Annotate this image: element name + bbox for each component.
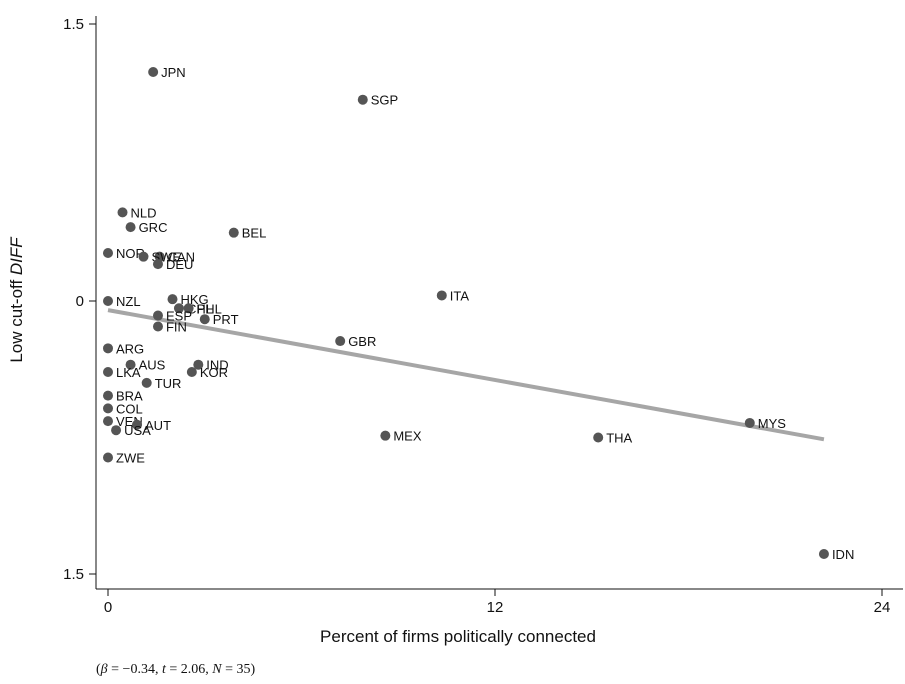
point-label-sgp: SGP [371,93,398,108]
point-label-usa: USA [124,423,151,438]
point-label-ita: ITA [450,288,470,303]
point-usa [111,425,122,436]
x-tick-label: 12 [487,599,504,616]
point-mex [380,430,391,441]
caption-n-value: 35 [236,662,251,677]
point-fin [152,321,163,332]
point-label-nzl: NZL [116,294,141,309]
caption-beta-symbol: β [100,662,108,677]
point-bel [228,227,239,238]
point-label-nor: NOR [116,246,145,261]
point-label-zwe: ZWE [116,451,145,466]
point-ven [103,416,113,427]
point-label-tur: TUR [155,376,182,391]
fit-line [107,308,825,442]
point-deu [152,259,163,270]
fit-line-layer [107,308,825,442]
point-esp [152,310,163,321]
x-tick-label: 0 [104,599,112,616]
point-phl [183,303,194,314]
point-label-jpn: JPN [161,65,186,80]
point-label-fin: FIN [166,319,187,334]
point-ita [436,290,447,301]
point-label-tha: THA [606,431,632,446]
y-axis-title-italic: DIFF [7,236,26,275]
point-label-mex: MEX [393,429,422,444]
point-label-aus: AUS [139,358,166,373]
point-hkg [167,294,178,305]
point-swe [138,251,149,262]
x-axis-title: Percent of firms politically connected [320,627,596,646]
point-label-chl: CHL [187,301,213,316]
y-axis-title-text: Low cut-off [7,275,26,363]
y-tick-label: 1.5 [63,566,84,583]
y-tick-label: 1.5 [63,16,84,33]
point-prt [199,314,210,325]
point-aus [125,359,136,370]
point-label-deu: DEU [166,257,193,272]
caption-beta-value: 0.34 [130,662,155,677]
point-lka [103,366,113,377]
axes-frame [95,16,903,590]
point-label-idn: IDN [832,547,854,562]
ticks-layer: 0 12 24 1.5 0 1.5 [63,16,890,616]
point-label-bel: BEL [242,226,267,241]
regression-caption: (β = −0.34, t = 2.06, N = 35) [96,662,256,677]
point-tur [141,377,152,388]
point-label-aut: AUT [145,418,171,433]
caption-t-symbol: t [161,662,166,677]
point-mys [744,417,755,428]
point-kor [186,366,197,377]
point-label-lka: LKA [116,365,141,380]
point-nld [117,207,128,218]
caption-t-value: 2.06 [180,662,206,677]
point-label-can: CAN [168,250,195,265]
point-label-mys: MYS [758,416,787,431]
point-label-ind: IND [206,358,228,373]
point-chl [173,303,184,314]
point-grc [125,222,136,233]
point-label-gbr: GBR [348,334,376,349]
point-jpn [148,67,159,78]
point-label-esp: ESP [166,309,192,324]
point-col [103,403,113,414]
caption-n-symbol: N [212,662,222,677]
point-bra [103,390,113,401]
point-tha [593,432,604,443]
point-idn [818,548,829,559]
point-aut [132,419,143,430]
point-ind [193,359,204,370]
point-label-prt: PRT [213,312,239,327]
point-gbr [335,336,346,347]
point-label-nld: NLD [131,205,157,220]
point-label-bra: BRA [116,389,143,404]
point-zwe [103,452,113,463]
point-label-arg: ARG [116,341,144,356]
point-label-grc: GRC [139,220,168,235]
point-label-col: COL [116,401,143,416]
point-nzl [103,296,113,306]
y-axis-title: Low cut-off DIFF [7,236,26,363]
y-tick-label: 0 [76,293,84,310]
point-label-phl: PHL [197,301,222,316]
x-tick-label: 24 [874,599,891,616]
point-label-kor: KOR [200,365,228,380]
point-sgp [357,94,368,105]
point-arg [103,343,113,354]
point-nor [103,247,113,258]
